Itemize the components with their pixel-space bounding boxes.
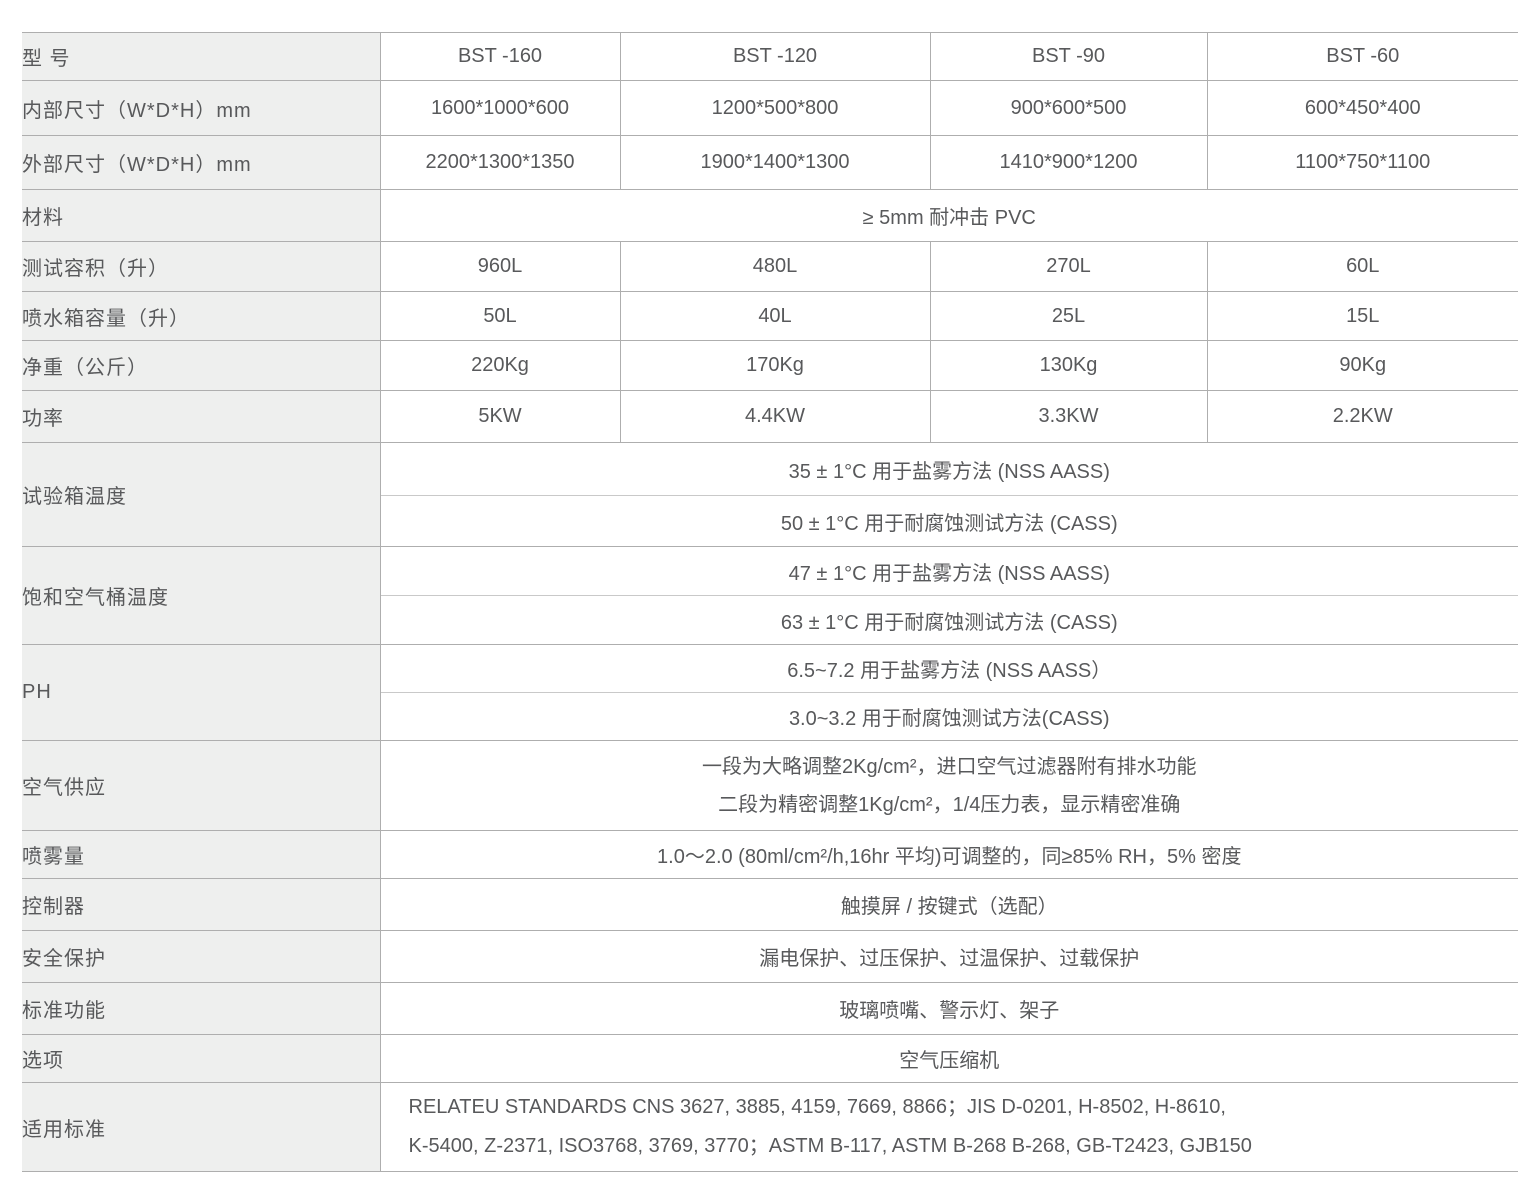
- table-row: PH 6.5~7.2 用于盐雾方法 (NSS AASS）: [22, 644, 1518, 741]
- spec-value-cell: 480L: [619, 241, 930, 292]
- spec-value-cell: 600*450*400: [1206, 80, 1518, 136]
- row-label-model: 型 号: [22, 32, 380, 81]
- row-label-applicable-standards: 适用标准: [22, 1082, 380, 1172]
- spec-value-cell: 6.5~7.2 用于盐雾方法 (NSS AASS）: [379, 644, 1518, 693]
- spec-value-cell: 35 ± 1°C 用于盐雾方法 (NSS AASS): [379, 442, 1518, 496]
- spec-value-cell: 1.0～2.0 (80ml/cm²/h,16hr 平均)可调整的，同≥85% R…: [379, 830, 1518, 879]
- spec-value-cell: 1410*900*1200: [929, 135, 1207, 190]
- row-label-controller: 控制器: [22, 878, 380, 931]
- table-row: 型 号 BST -160 BST -120 BST -90 BST -60: [22, 32, 1518, 81]
- spec-value-cell: 15L: [1206, 291, 1518, 341]
- table-row: 适用标准 RELATEU STANDARDS CNS 3627, 3885, 4…: [22, 1082, 1518, 1172]
- row-label-spray-tank-capacity: 喷水箱容量（升）: [22, 291, 380, 341]
- row-label-ph: PH: [22, 644, 380, 741]
- spec-value-cell: 130Kg: [929, 340, 1207, 391]
- spec-value-cell: 2.2KW: [1206, 390, 1518, 443]
- spec-value-cell: RELATEU STANDARDS CNS 3627, 3885, 4159, …: [379, 1082, 1518, 1172]
- spec-table: 型 号 BST -160 BST -120 BST -90 BST -60 内部…: [22, 32, 1518, 1172]
- spec-value-cell: 5KW: [379, 390, 620, 443]
- row-label-air-supply: 空气供应: [22, 740, 380, 831]
- spec-value-cell: 触摸屏 / 按键式（选配）: [379, 878, 1518, 931]
- standards-line2: K-5400, Z-2371, ISO3768, 3769, 3770；ASTM…: [408, 1135, 1252, 1157]
- spec-value-cell: 63 ± 1°C 用于耐腐蚀测试方法 (CASS): [379, 595, 1518, 645]
- standards-line1: RELATEU STANDARDS CNS 3627, 3885, 4159, …: [408, 1096, 1226, 1118]
- table-row: 试验箱温度 35 ± 1°C 用于盐雾方法 (NSS AASS): [22, 442, 1518, 547]
- row-label-saturated-air-barrel-temp: 饱和空气桶温度: [22, 546, 380, 645]
- row-label-power: 功率: [22, 390, 380, 443]
- spec-value-cell: 玻璃喷嘴、警示灯、架子: [379, 982, 1518, 1035]
- spec-value-cell: 4.4KW: [619, 390, 930, 443]
- spec-value-cell: ≥ 5mm 耐冲击 PVC: [379, 189, 1518, 242]
- model-header-bst90: BST -90: [929, 32, 1207, 81]
- table-row: 喷水箱容量（升） 50L 40L 25L 15L: [22, 291, 1518, 341]
- spec-value-cell: 1600*1000*600: [379, 80, 620, 136]
- table-row: 选项 空气压缩机: [22, 1034, 1518, 1083]
- table-row: 安全保护 漏电保护、过压保护、过温保护、过载保护: [22, 930, 1518, 983]
- spec-value-cell: 25L: [929, 291, 1207, 341]
- row-label-material: 材料: [22, 189, 380, 242]
- spec-value-cell: 220Kg: [379, 340, 620, 391]
- table-row: 测试容积（升） 960L 480L 270L 60L: [22, 241, 1518, 292]
- table-row: 外部尺寸（W*D*H）mm 2200*1300*1350 1900*1400*1…: [22, 135, 1518, 190]
- row-label-test-volume: 测试容积（升）: [22, 241, 380, 292]
- spec-value-cell: 960L: [379, 241, 620, 292]
- table-row: 净重（公斤） 220Kg 170Kg 130Kg 90Kg: [22, 340, 1518, 391]
- table-row: 功率 5KW 4.4KW 3.3KW 2.2KW: [22, 390, 1518, 443]
- air-supply-line1: 一段为大略调整2Kg/cm²，进口空气过滤器附有排水功能: [702, 755, 1197, 778]
- table-row: 喷雾量 1.0～2.0 (80ml/cm²/h,16hr 平均)可调整的，同≥8…: [22, 830, 1518, 879]
- spec-value-cell: 1200*500*800: [619, 80, 930, 136]
- row-label-safety-protection: 安全保护: [22, 930, 380, 983]
- row-label-spray-volume: 喷雾量: [22, 830, 380, 879]
- table-row: 控制器 触摸屏 / 按键式（选配）: [22, 878, 1518, 931]
- spec-value-cell: 3.3KW: [929, 390, 1207, 443]
- spec-value-cell: 1900*1400*1300: [619, 135, 930, 190]
- table-row: 标准功能 玻璃喷嘴、警示灯、架子: [22, 982, 1518, 1035]
- table-row: 63 ± 1°C 用于耐腐蚀测试方法 (CASS): [22, 595, 1518, 645]
- spec-table-container: 型 号 BST -160 BST -120 BST -90 BST -60 内部…: [22, 32, 1518, 1172]
- row-label-internal-size: 内部尺寸（W*D*H）mm: [22, 80, 380, 136]
- table-row: 材料 ≥ 5mm 耐冲击 PVC: [22, 189, 1518, 242]
- row-label-chamber-temp: 试验箱温度: [22, 442, 380, 547]
- row-label-net-weight: 净重（公斤）: [22, 340, 380, 391]
- model-header-bst120: BST -120: [619, 32, 930, 81]
- table-row: 饱和空气桶温度 47 ± 1°C 用于盐雾方法 (NSS AASS): [22, 546, 1518, 645]
- table-row: 50 ± 1°C 用于耐腐蚀测试方法 (CASS): [22, 495, 1518, 547]
- spec-value-cell: 1100*750*1100: [1206, 135, 1518, 190]
- air-supply-line2: 二段为精密调整1Kg/cm²，1/4压力表，显示精密准确: [718, 793, 1181, 816]
- spec-value-cell: 漏电保护、过压保护、过温保护、过载保护: [379, 930, 1518, 983]
- spec-value-cell: 60L: [1206, 241, 1518, 292]
- row-label-options: 选项: [22, 1034, 380, 1083]
- model-header-bst60: BST -60: [1206, 32, 1518, 81]
- spec-value-cell: 空气压缩机: [379, 1034, 1518, 1083]
- model-header-bst160: BST -160: [379, 32, 620, 81]
- spec-value-cell: 一段为大略调整2Kg/cm²，进口空气过滤器附有排水功能 二段为精密调整1Kg/…: [379, 740, 1518, 831]
- table-row: 3.0~3.2 用于耐腐蚀测试方法(CASS): [22, 692, 1518, 741]
- spec-value-cell: 270L: [929, 241, 1207, 292]
- spec-value-cell: 50L: [379, 291, 620, 341]
- table-row: 空气供应 一段为大略调整2Kg/cm²，进口空气过滤器附有排水功能 二段为精密调…: [22, 740, 1518, 831]
- spec-value-cell: 40L: [619, 291, 930, 341]
- spec-value-cell: 170Kg: [619, 340, 930, 391]
- spec-value-cell: 90Kg: [1206, 340, 1518, 391]
- row-label-standard-features: 标准功能: [22, 982, 380, 1035]
- spec-value-cell: 3.0~3.2 用于耐腐蚀测试方法(CASS): [379, 692, 1518, 741]
- spec-value-cell: 900*600*500: [929, 80, 1207, 136]
- spec-value-cell: 50 ± 1°C 用于耐腐蚀测试方法 (CASS): [379, 495, 1518, 547]
- row-label-external-size: 外部尺寸（W*D*H）mm: [22, 135, 380, 190]
- spec-value-cell: 2200*1300*1350: [379, 135, 620, 190]
- spec-value-cell: 47 ± 1°C 用于盐雾方法 (NSS AASS): [379, 546, 1518, 596]
- table-row: 内部尺寸（W*D*H）mm 1600*1000*600 1200*500*800…: [22, 80, 1518, 136]
